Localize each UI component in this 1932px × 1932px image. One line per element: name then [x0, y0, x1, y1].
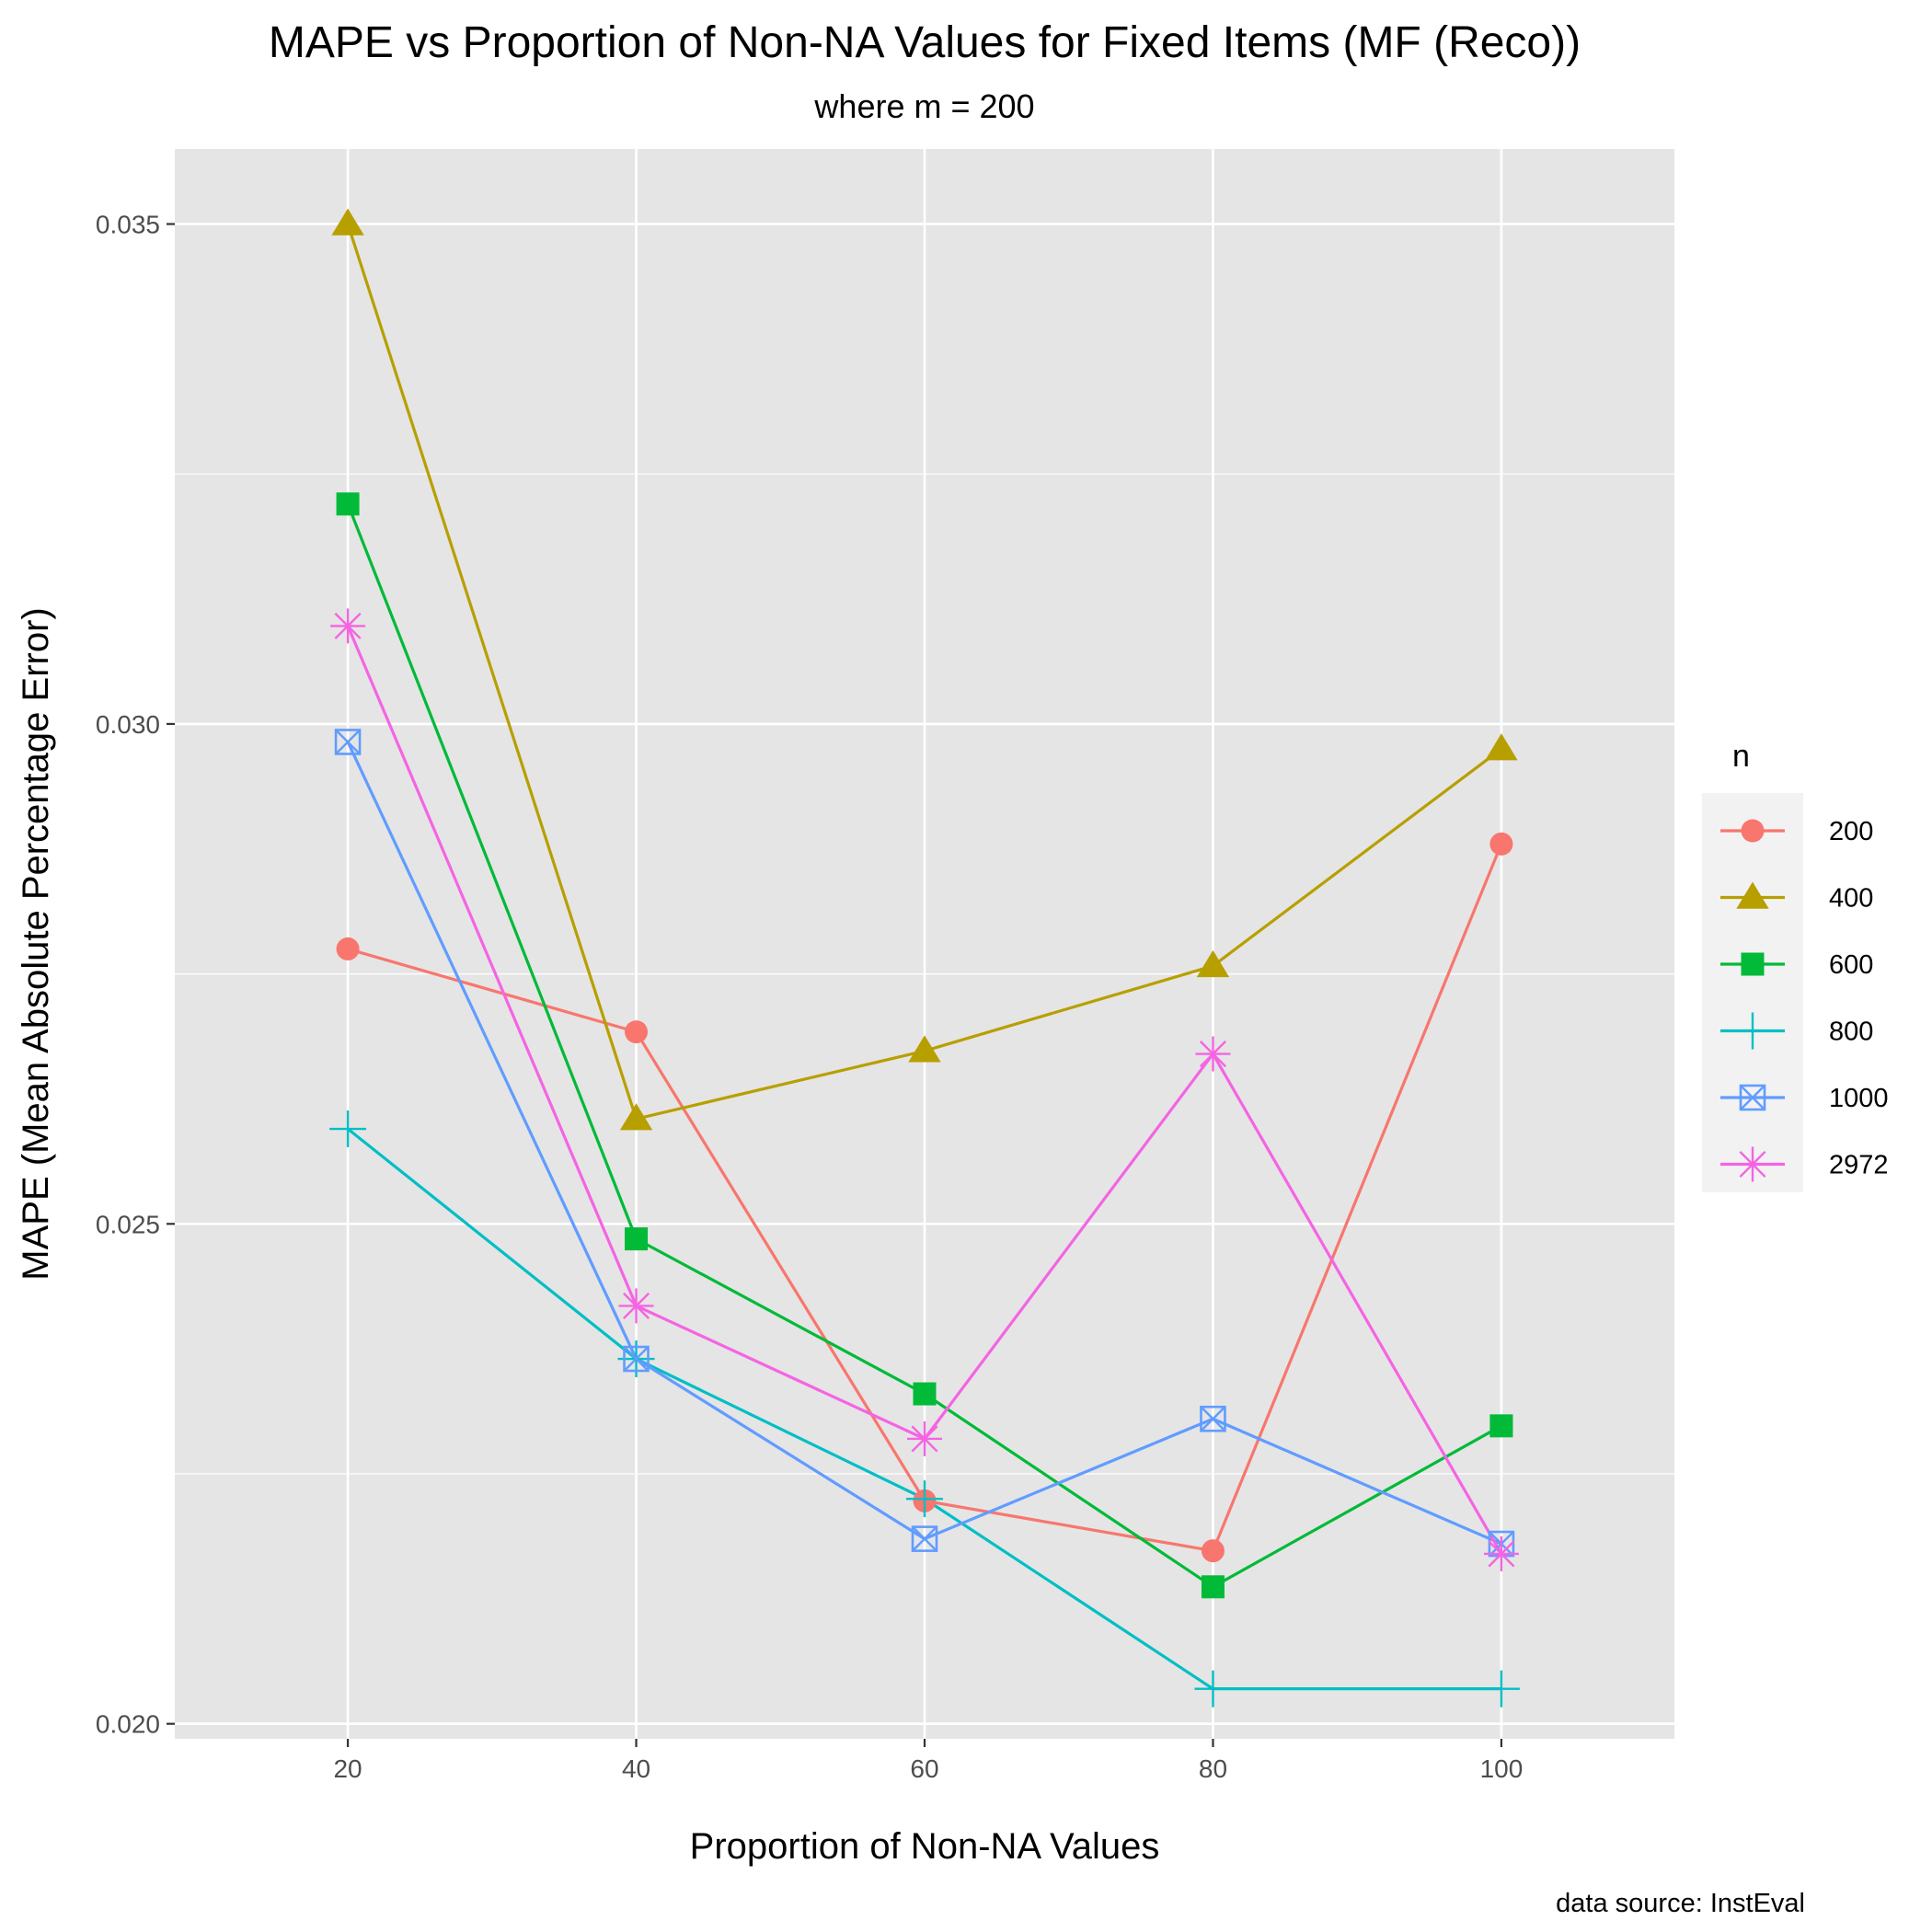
y-axis-title: MAPE (Mean Absolute Percentage Error) — [16, 607, 56, 1280]
data-point-800 — [1194, 1670, 1232, 1708]
data-point-800 — [1482, 1670, 1520, 1708]
data-point-1000 — [334, 729, 362, 755]
circle-marker — [336, 937, 360, 960]
triangle-marker — [619, 1103, 653, 1131]
square-cross-box — [334, 729, 362, 755]
legend-label: 800 — [1829, 1018, 1873, 1047]
data-point-400 — [1485, 733, 1518, 761]
legend: n 200 400 600 800 1000 2972 — [1702, 739, 1889, 1192]
x-tick-label: 20 — [333, 1754, 362, 1783]
data-point-200 — [336, 937, 360, 960]
legend-item-2972: 2972 — [1720, 1146, 1889, 1182]
caption: data source: InstEval — [1556, 1889, 1805, 1918]
data-point-800 — [329, 1110, 367, 1148]
series-points — [329, 208, 1520, 1708]
y-tick-label: 0.020 — [96, 1710, 160, 1739]
data-point-400 — [908, 1035, 941, 1063]
square-cross-diag2 — [1200, 1406, 1226, 1432]
legend-item-200: 200 — [1720, 817, 1873, 846]
legend-label: 2972 — [1829, 1151, 1889, 1180]
asterisk-marker-d2 — [1488, 1540, 1515, 1568]
y-tick-label: 0.025 — [96, 1210, 160, 1238]
legend-item-800: 800 — [1720, 1012, 1873, 1050]
square-cross-diag2 — [1740, 1085, 1765, 1110]
legend-key-marker — [1735, 1146, 1770, 1182]
data-point-600 — [913, 1382, 937, 1406]
square-cross-diag2 — [623, 1346, 650, 1372]
triangle-marker — [908, 1035, 941, 1063]
square-marker — [1201, 1575, 1225, 1599]
square-cross-box — [623, 1345, 650, 1373]
asterisk-marker-d2 — [1199, 1041, 1226, 1068]
data-point-200 — [1201, 1539, 1225, 1563]
data-point-400 — [331, 208, 364, 236]
data-point-800 — [906, 1480, 943, 1518]
triangle-marker — [1196, 949, 1230, 978]
axes: 0.020 0.025 0.030 0.035 20 40 60 80 100 — [96, 211, 1523, 1783]
square-cross-box — [1739, 1084, 1766, 1111]
data-point-2972 — [1483, 1535, 1519, 1571]
data-point-600 — [1489, 1414, 1513, 1438]
legend-item-1000: 1000 — [1720, 1084, 1889, 1113]
data-point-200 — [1489, 832, 1513, 856]
legend-item-400: 400 — [1720, 881, 1873, 914]
x-tick-label: 100 — [1480, 1754, 1524, 1783]
chart-title: MAPE vs Proportion of Non-NA Values for … — [269, 18, 1581, 67]
legend-key-marker — [1734, 1012, 1771, 1050]
grid-major — [175, 149, 1674, 1739]
legend-key-marker — [1741, 819, 1765, 843]
legend-label: 600 — [1829, 950, 1873, 980]
circle-marker — [1201, 1539, 1225, 1563]
square-cross-box — [911, 1525, 938, 1552]
y-tick-label: 0.030 — [96, 710, 160, 739]
legend-key-marker — [1739, 1084, 1766, 1111]
data-point-2972 — [1195, 1036, 1231, 1072]
data-point-2972 — [618, 1288, 654, 1324]
data-point-2972 — [907, 1420, 942, 1456]
square-marker — [1489, 1414, 1513, 1438]
square-marker — [625, 1227, 649, 1251]
circle-marker — [1741, 819, 1765, 843]
legend-label: 200 — [1829, 817, 1873, 846]
data-point-600 — [1201, 1575, 1225, 1599]
circle-marker — [1489, 832, 1513, 856]
asterisk-marker-d2 — [334, 612, 362, 639]
square-cross-box — [1200, 1405, 1226, 1432]
legend-key-background — [1702, 793, 1803, 1192]
data-point-400 — [619, 1103, 653, 1131]
circle-marker — [625, 1020, 649, 1044]
square-cross-diag2 — [912, 1525, 937, 1552]
legend-label: 400 — [1829, 884, 1873, 914]
x-tick-label: 40 — [622, 1754, 650, 1783]
legend-label: 1000 — [1829, 1084, 1889, 1113]
x-tick-label: 80 — [1199, 1754, 1227, 1783]
x-tick-label: 60 — [910, 1754, 938, 1783]
asterisk-marker-d2 — [623, 1292, 650, 1319]
square-cross-diag2 — [335, 729, 361, 755]
data-point-1000 — [911, 1525, 938, 1552]
triangle-marker — [1485, 733, 1518, 761]
x-axis-title: Proportion of Non-NA Values — [690, 1826, 1160, 1867]
asterisk-marker-d2 — [911, 1425, 938, 1453]
triangle-marker — [1736, 881, 1769, 909]
asterisk-marker-d2 — [1739, 1150, 1766, 1179]
data-point-200 — [625, 1020, 649, 1044]
data-point-600 — [336, 492, 360, 516]
square-marker — [913, 1382, 937, 1406]
legend-item-600: 600 — [1720, 950, 1873, 980]
square-marker — [1741, 952, 1765, 976]
data-point-1000 — [623, 1345, 650, 1373]
data-point-400 — [1196, 949, 1230, 978]
data-point-1000 — [1200, 1405, 1226, 1432]
chart-subtitle: where m = 200 — [813, 87, 1034, 125]
legend-key-marker — [1736, 881, 1769, 909]
y-tick-label: 0.035 — [96, 211, 160, 239]
data-point-600 — [625, 1227, 649, 1251]
square-marker — [336, 492, 360, 516]
legend-key-marker — [1741, 952, 1765, 976]
triangle-marker — [331, 208, 364, 236]
legend-title: n — [1732, 739, 1750, 774]
data-point-2972 — [330, 608, 366, 644]
